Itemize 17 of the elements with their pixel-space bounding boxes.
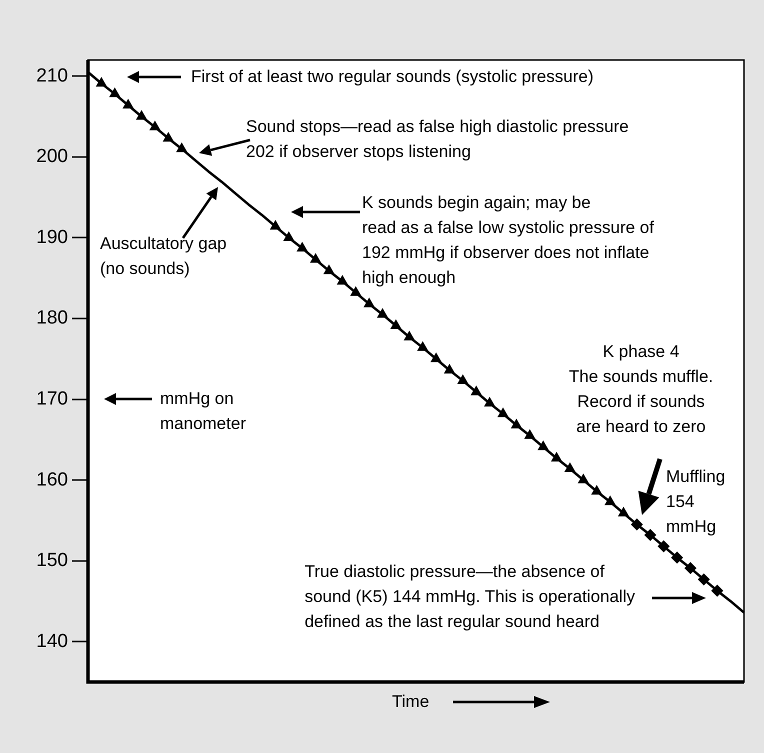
y-tick-label: 170 [36,388,68,410]
annotation: K sounds begin again; may be read as a false low systolic pressure of 192 mmHg if observer does not inflate high enough [362,192,654,289]
y-tick-label: 160 [36,469,68,490]
x-axis-title: Time [392,691,430,713]
y-tick-label: 200 [36,146,68,168]
annotation: Sound stops—read as false high diastolic pressure 202 if observer stops listening [246,116,629,163]
annotation: True diastolic pressure—the absence of sound (K5) 144 mmHg. This is operationally defined as the last regular sound heard [304,561,635,633]
annotation: Auscultatory gap (no sounds) [100,233,227,280]
annotation: Muffling 154 mmHg [666,466,726,538]
y-tick-label: 150 [36,550,68,572]
annotation: K phase 4 The sounds muffle. Record if sounds are heard to zero [568,341,714,438]
y-tick-label: 140 [36,630,68,652]
annotation: First of at least two regular sounds (systolic pressure) [191,66,594,88]
annotation: mmHg on manometer [160,388,246,435]
y-tick-label: 180 [36,308,68,329]
y-tick-label: 190 [36,226,68,248]
y-tick-label: 210 [36,65,68,86]
